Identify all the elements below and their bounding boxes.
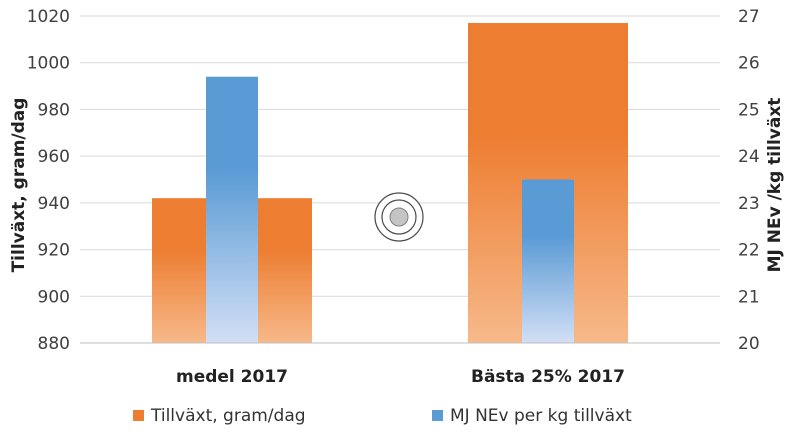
y-tick-label: 940: [38, 194, 70, 214]
target-icon[interactable]: [374, 192, 424, 242]
legend-swatch: [432, 410, 443, 421]
y-tick-label: 980: [38, 100, 70, 120]
y-tick-label: 920: [38, 241, 70, 261]
right-axis-ticks: 20 21 22 23 24 25 26 27: [738, 7, 760, 354]
y2-tick-label: 20: [738, 334, 760, 354]
y-tick-label: 880: [38, 334, 70, 354]
bar-mj-nev: [522, 179, 574, 343]
y2-tick-label: 25: [738, 100, 760, 120]
bar-mj-nev: [206, 76, 258, 343]
y2-axis-title: MJ NEv /kg tillväxt: [765, 98, 785, 273]
y-tick-label: 900: [38, 287, 70, 307]
category-label: Bästa 25% 2017: [471, 367, 625, 387]
y2-tick-label: 24: [738, 147, 760, 167]
y2-tick-label: 26: [738, 54, 760, 74]
legend: Tillväxt, gram/dag MJ NEv per kg tillväxt: [133, 406, 632, 426]
bars: [80, 23, 720, 344]
y2-tick-label: 22: [738, 241, 760, 261]
y-tick-label: 960: [38, 147, 70, 167]
legend-swatch: [133, 410, 144, 421]
left-axis-ticks: 880 900 920 940 960 980 1000 1020: [27, 7, 70, 354]
y-tick-label: 1020: [27, 7, 70, 27]
y2-tick-label: 21: [738, 287, 760, 307]
y2-tick-label: 27: [738, 7, 760, 27]
legend-label: MJ NEv per kg tillväxt: [450, 406, 632, 426]
category-labels: medel 2017 Bästa 25% 2017: [176, 367, 625, 387]
y-axis-title: Tillväxt, gram/dag: [9, 98, 29, 273]
y-tick-label: 1000: [27, 54, 70, 74]
y2-tick-label: 23: [738, 194, 760, 214]
category-label: medel 2017: [176, 367, 288, 387]
legend-label: Tillväxt, gram/dag: [150, 406, 306, 426]
